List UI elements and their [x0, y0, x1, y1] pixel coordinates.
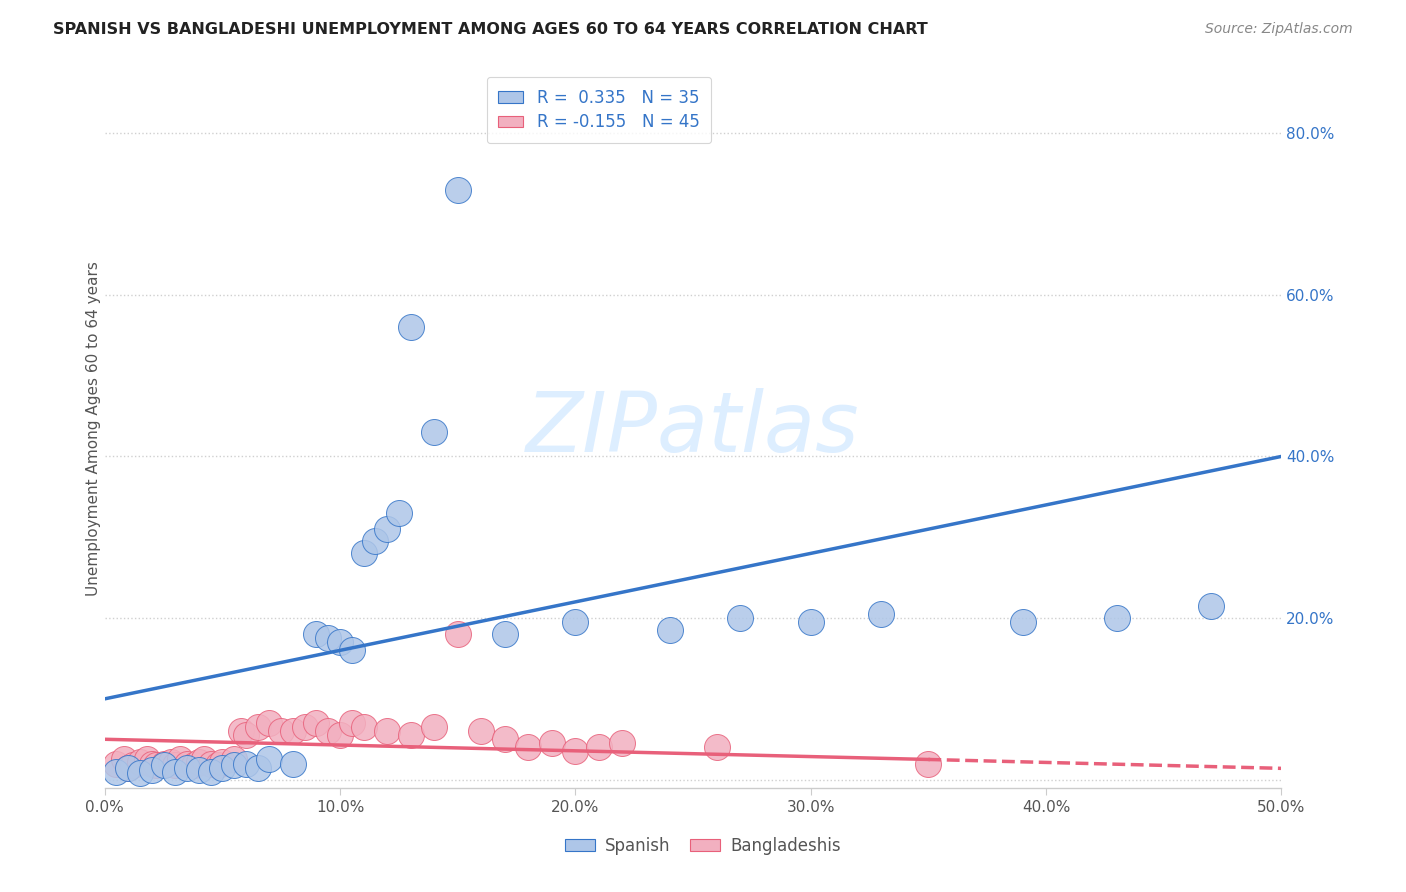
Point	[141, 763, 163, 777]
Point	[200, 756, 222, 771]
Point	[187, 763, 209, 777]
Point	[231, 724, 253, 739]
Point	[152, 758, 174, 772]
Legend: Spanish, Bangladeshis: Spanish, Bangladeshis	[558, 830, 848, 862]
Point	[165, 764, 187, 779]
Point	[105, 756, 128, 771]
Point	[141, 756, 163, 771]
Point	[281, 756, 304, 771]
Point	[517, 740, 540, 755]
Point	[375, 724, 398, 739]
Point	[176, 756, 198, 771]
Point	[235, 756, 257, 771]
Point	[200, 764, 222, 779]
Point	[152, 756, 174, 771]
Point	[316, 724, 339, 739]
Point	[259, 716, 281, 731]
Point	[800, 615, 823, 629]
Point	[1105, 611, 1128, 625]
Point	[169, 752, 191, 766]
Point	[423, 425, 446, 440]
Point	[447, 183, 470, 197]
Point	[305, 716, 328, 731]
Text: ZIPatlas: ZIPatlas	[526, 388, 860, 468]
Point	[494, 732, 516, 747]
Point	[917, 756, 939, 771]
Point	[1199, 599, 1222, 613]
Point	[235, 728, 257, 742]
Point	[447, 627, 470, 641]
Point	[870, 607, 893, 621]
Point	[259, 752, 281, 766]
Point	[564, 615, 586, 629]
Point	[224, 758, 246, 772]
Point	[340, 643, 363, 657]
Point	[187, 755, 209, 769]
Point	[658, 623, 681, 637]
Point	[211, 760, 233, 774]
Point	[564, 744, 586, 758]
Point	[183, 758, 205, 772]
Point	[375, 522, 398, 536]
Point	[159, 755, 181, 769]
Point	[122, 758, 145, 772]
Point	[129, 755, 152, 769]
Point	[129, 766, 152, 780]
Point	[612, 736, 634, 750]
Text: SPANISH VS BANGLADESHI UNEMPLOYMENT AMONG AGES 60 TO 64 YEARS CORRELATION CHART: SPANISH VS BANGLADESHI UNEMPLOYMENT AMON…	[53, 22, 928, 37]
Point	[117, 760, 139, 774]
Point	[207, 758, 229, 772]
Point	[423, 720, 446, 734]
Point	[353, 546, 375, 560]
Legend: R =  0.335   N = 35, R = -0.155   N = 45: R = 0.335 N = 35, R = -0.155 N = 45	[486, 77, 711, 143]
Point	[706, 740, 728, 755]
Point	[388, 506, 411, 520]
Point	[316, 632, 339, 646]
Y-axis label: Unemployment Among Ages 60 to 64 years: Unemployment Among Ages 60 to 64 years	[86, 260, 101, 596]
Point	[470, 724, 492, 739]
Point	[305, 627, 328, 641]
Point	[540, 736, 562, 750]
Point	[281, 724, 304, 739]
Point	[117, 760, 139, 774]
Point	[165, 758, 187, 772]
Text: Source: ZipAtlas.com: Source: ZipAtlas.com	[1205, 22, 1353, 37]
Point	[588, 740, 610, 755]
Point	[211, 755, 233, 769]
Point	[353, 720, 375, 734]
Point	[136, 752, 159, 766]
Point	[105, 764, 128, 779]
Point	[246, 720, 269, 734]
Point	[728, 611, 751, 625]
Point	[399, 320, 422, 334]
Point	[1011, 615, 1033, 629]
Point	[193, 752, 215, 766]
Point	[340, 716, 363, 731]
Point	[145, 758, 167, 772]
Point	[270, 724, 292, 739]
Point	[176, 760, 198, 774]
Point	[329, 728, 352, 742]
Point	[494, 627, 516, 641]
Point	[224, 752, 246, 766]
Point	[364, 534, 387, 549]
Point	[399, 728, 422, 742]
Point	[112, 752, 135, 766]
Point	[294, 720, 316, 734]
Point	[329, 635, 352, 649]
Point	[246, 760, 269, 774]
